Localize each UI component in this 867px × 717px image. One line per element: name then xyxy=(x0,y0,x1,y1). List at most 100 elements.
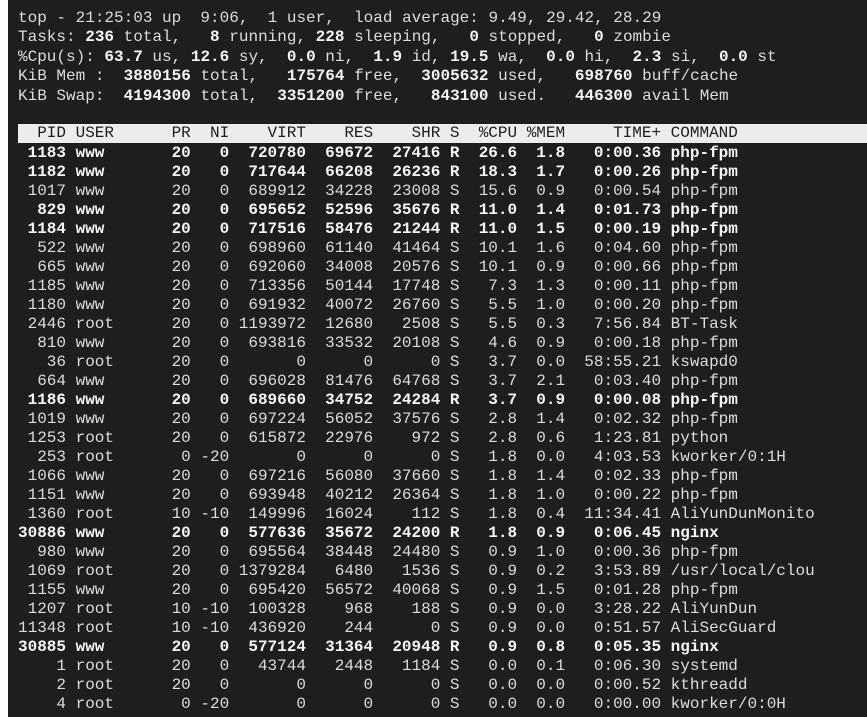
cell-command: php-fpm xyxy=(670,220,738,238)
process-row: 810 www 20 0 693816 33532 20108 S 4.6 0.9 0:00.18 p… xyxy=(18,334,815,353)
cell-pid: 1186 xyxy=(27,391,66,409)
column-header-time: TIME+ xyxy=(613,124,662,142)
process-row: 1069 root 20 0 1379284 6480 1536 S 0.9 0.2 3:53.89… xyxy=(18,562,815,581)
cell-pr: 20 xyxy=(171,163,191,181)
cell-ni: 0 xyxy=(219,676,230,694)
cell-virt: 0 xyxy=(296,448,306,466)
cell-ni: 0 xyxy=(219,562,230,580)
summary-label: avail Mem xyxy=(632,86,729,105)
cell-res: 16024 xyxy=(325,505,374,523)
cell-cpu: 0.9 xyxy=(488,619,518,637)
process-row: 11348 root 10 -10 436920 244 0 S 0.9 0.0 0:51.57 Al… xyxy=(18,619,815,638)
swap-line: KiB Swap: 4194300 total, 3351200 free, 8… xyxy=(18,87,729,106)
cell-state: S xyxy=(449,695,460,713)
cell-time: 0:06.45 xyxy=(593,524,662,542)
summary-value: 175764 xyxy=(286,67,345,85)
cell-shr: 24200 xyxy=(392,524,441,542)
mem-line: KiB Mem : 3880156 total, 175764 free, 30… xyxy=(18,67,738,86)
cell-pid: 253 xyxy=(37,448,66,466)
cell-state: R xyxy=(449,524,460,542)
cell-state: R xyxy=(449,220,460,238)
cell-pr: 20 xyxy=(171,353,191,371)
cell-res: 34008 xyxy=(325,258,374,276)
cell-state: S xyxy=(449,562,460,580)
cell-shr: 27416 xyxy=(392,144,441,162)
cell-pid: 810 xyxy=(37,334,66,352)
cell-mem: 0.1 xyxy=(536,657,566,675)
cell-user: root xyxy=(75,429,114,447)
cell-command: kthreadd xyxy=(670,676,748,694)
cell-pid: 1151 xyxy=(27,486,66,504)
cell-pr: 10 xyxy=(171,600,191,618)
cell-pr: 0 xyxy=(181,695,191,713)
cell-state: S xyxy=(449,505,460,523)
cell-pid: 980 xyxy=(37,543,66,561)
cell-cpu: 2.8 xyxy=(488,410,518,428)
cell-command: php-fpm xyxy=(670,239,738,257)
cell-pr: 20 xyxy=(171,239,191,257)
cell-res: 22976 xyxy=(325,429,374,447)
cell-pid: 1182 xyxy=(27,163,66,181)
cell-user: www xyxy=(75,372,105,390)
cell-time: 0:00.08 xyxy=(593,391,662,409)
tasks-line: Tasks: 236 total, 8 running, 228 sleepin… xyxy=(18,28,671,47)
process-row: 1066 www 20 0 697216 56080 37660 S 1.8 1.4 0:02.33… xyxy=(18,467,815,486)
cell-mem: 1.7 xyxy=(536,163,566,181)
cell-virt: 689912 xyxy=(248,182,306,200)
process-row: 1017 www 20 0 689912 34228 23008 S 15.6 0.9 0:00.5… xyxy=(18,182,815,201)
cell-user: www xyxy=(75,638,105,656)
cell-virt: 691932 xyxy=(248,296,306,314)
cell-mem: 1.5 xyxy=(536,220,566,238)
process-row: 664 www 20 0 696028 81476 64768 S 3.7 2.1 0:03.40 p… xyxy=(18,372,815,391)
cell-pid: 1155 xyxy=(27,581,66,599)
cell-user: www xyxy=(75,163,105,181)
terminal-window[interactable]: top - 21:25:03 up 9:06, 1 user, load ave… xyxy=(8,0,867,717)
cell-ni: 0 xyxy=(219,334,230,352)
cell-user: root xyxy=(75,315,114,333)
cell-shr: 1184 xyxy=(401,657,441,675)
cell-virt: 577636 xyxy=(248,524,306,542)
cell-mem: 0.9 xyxy=(536,258,566,276)
cell-command: php-fpm xyxy=(670,486,738,504)
cell-virt: 149996 xyxy=(248,505,306,523)
cell-ni: 0 xyxy=(219,391,230,409)
process-row: 1155 www 20 0 695420 56572 40068 S 0.9 1.5 0:01.28… xyxy=(18,581,815,600)
column-header-mem: %MEM xyxy=(526,124,566,142)
cell-user: root xyxy=(75,657,114,675)
cell-cpu: 4.6 xyxy=(488,334,518,352)
cell-res: 968 xyxy=(344,600,374,618)
cell-user: root xyxy=(75,562,114,580)
cell-state: S xyxy=(449,600,460,618)
cell-user: www xyxy=(75,220,105,238)
process-row: 1180 www 20 0 691932 40072 26760 S 5.5 1.0 0:00.20… xyxy=(18,296,815,315)
summary-label: id, xyxy=(402,47,451,66)
cell-shr: 24480 xyxy=(392,543,441,561)
cell-ni: 0 xyxy=(219,638,230,656)
column-header-pid: PID xyxy=(37,124,66,142)
column-header-res: RES xyxy=(344,124,374,142)
cell-command: php-fpm xyxy=(670,258,738,276)
cell-ni: 0 xyxy=(219,258,230,276)
cell-res: 38448 xyxy=(325,543,374,561)
cell-mem: 0.0 xyxy=(536,676,566,694)
summary-label: sy, xyxy=(229,47,287,66)
cell-cpu: 18.3 xyxy=(478,163,518,181)
cell-res: 6480 xyxy=(334,562,374,580)
cell-mem: 0.0 xyxy=(536,448,566,466)
process-row: 4 root 0 -20 0 0 0 S 0.0 0.0 0:00.00 kworker/0:0H xyxy=(18,695,815,714)
cell-ni: 0 xyxy=(219,182,230,200)
cell-cpu: 1.8 xyxy=(488,467,518,485)
cell-pid: 1017 xyxy=(27,182,66,200)
cell-state: R xyxy=(449,638,460,656)
cell-state: R xyxy=(449,201,460,219)
cell-res: 52596 xyxy=(325,201,374,219)
cell-user: www xyxy=(75,296,105,314)
cell-command: php-fpm xyxy=(670,296,738,314)
cell-cpu: 5.5 xyxy=(488,296,518,314)
cell-virt: 695420 xyxy=(248,581,306,599)
cell-mem: 1.0 xyxy=(536,543,566,561)
cell-time: 0:00.11 xyxy=(593,277,662,295)
process-row: 1183 www 20 0 720780 69672 27416 R 26.6 1.8 0:00.3… xyxy=(18,144,815,163)
cell-shr: 41464 xyxy=(392,239,441,257)
cell-user: www xyxy=(75,334,105,352)
